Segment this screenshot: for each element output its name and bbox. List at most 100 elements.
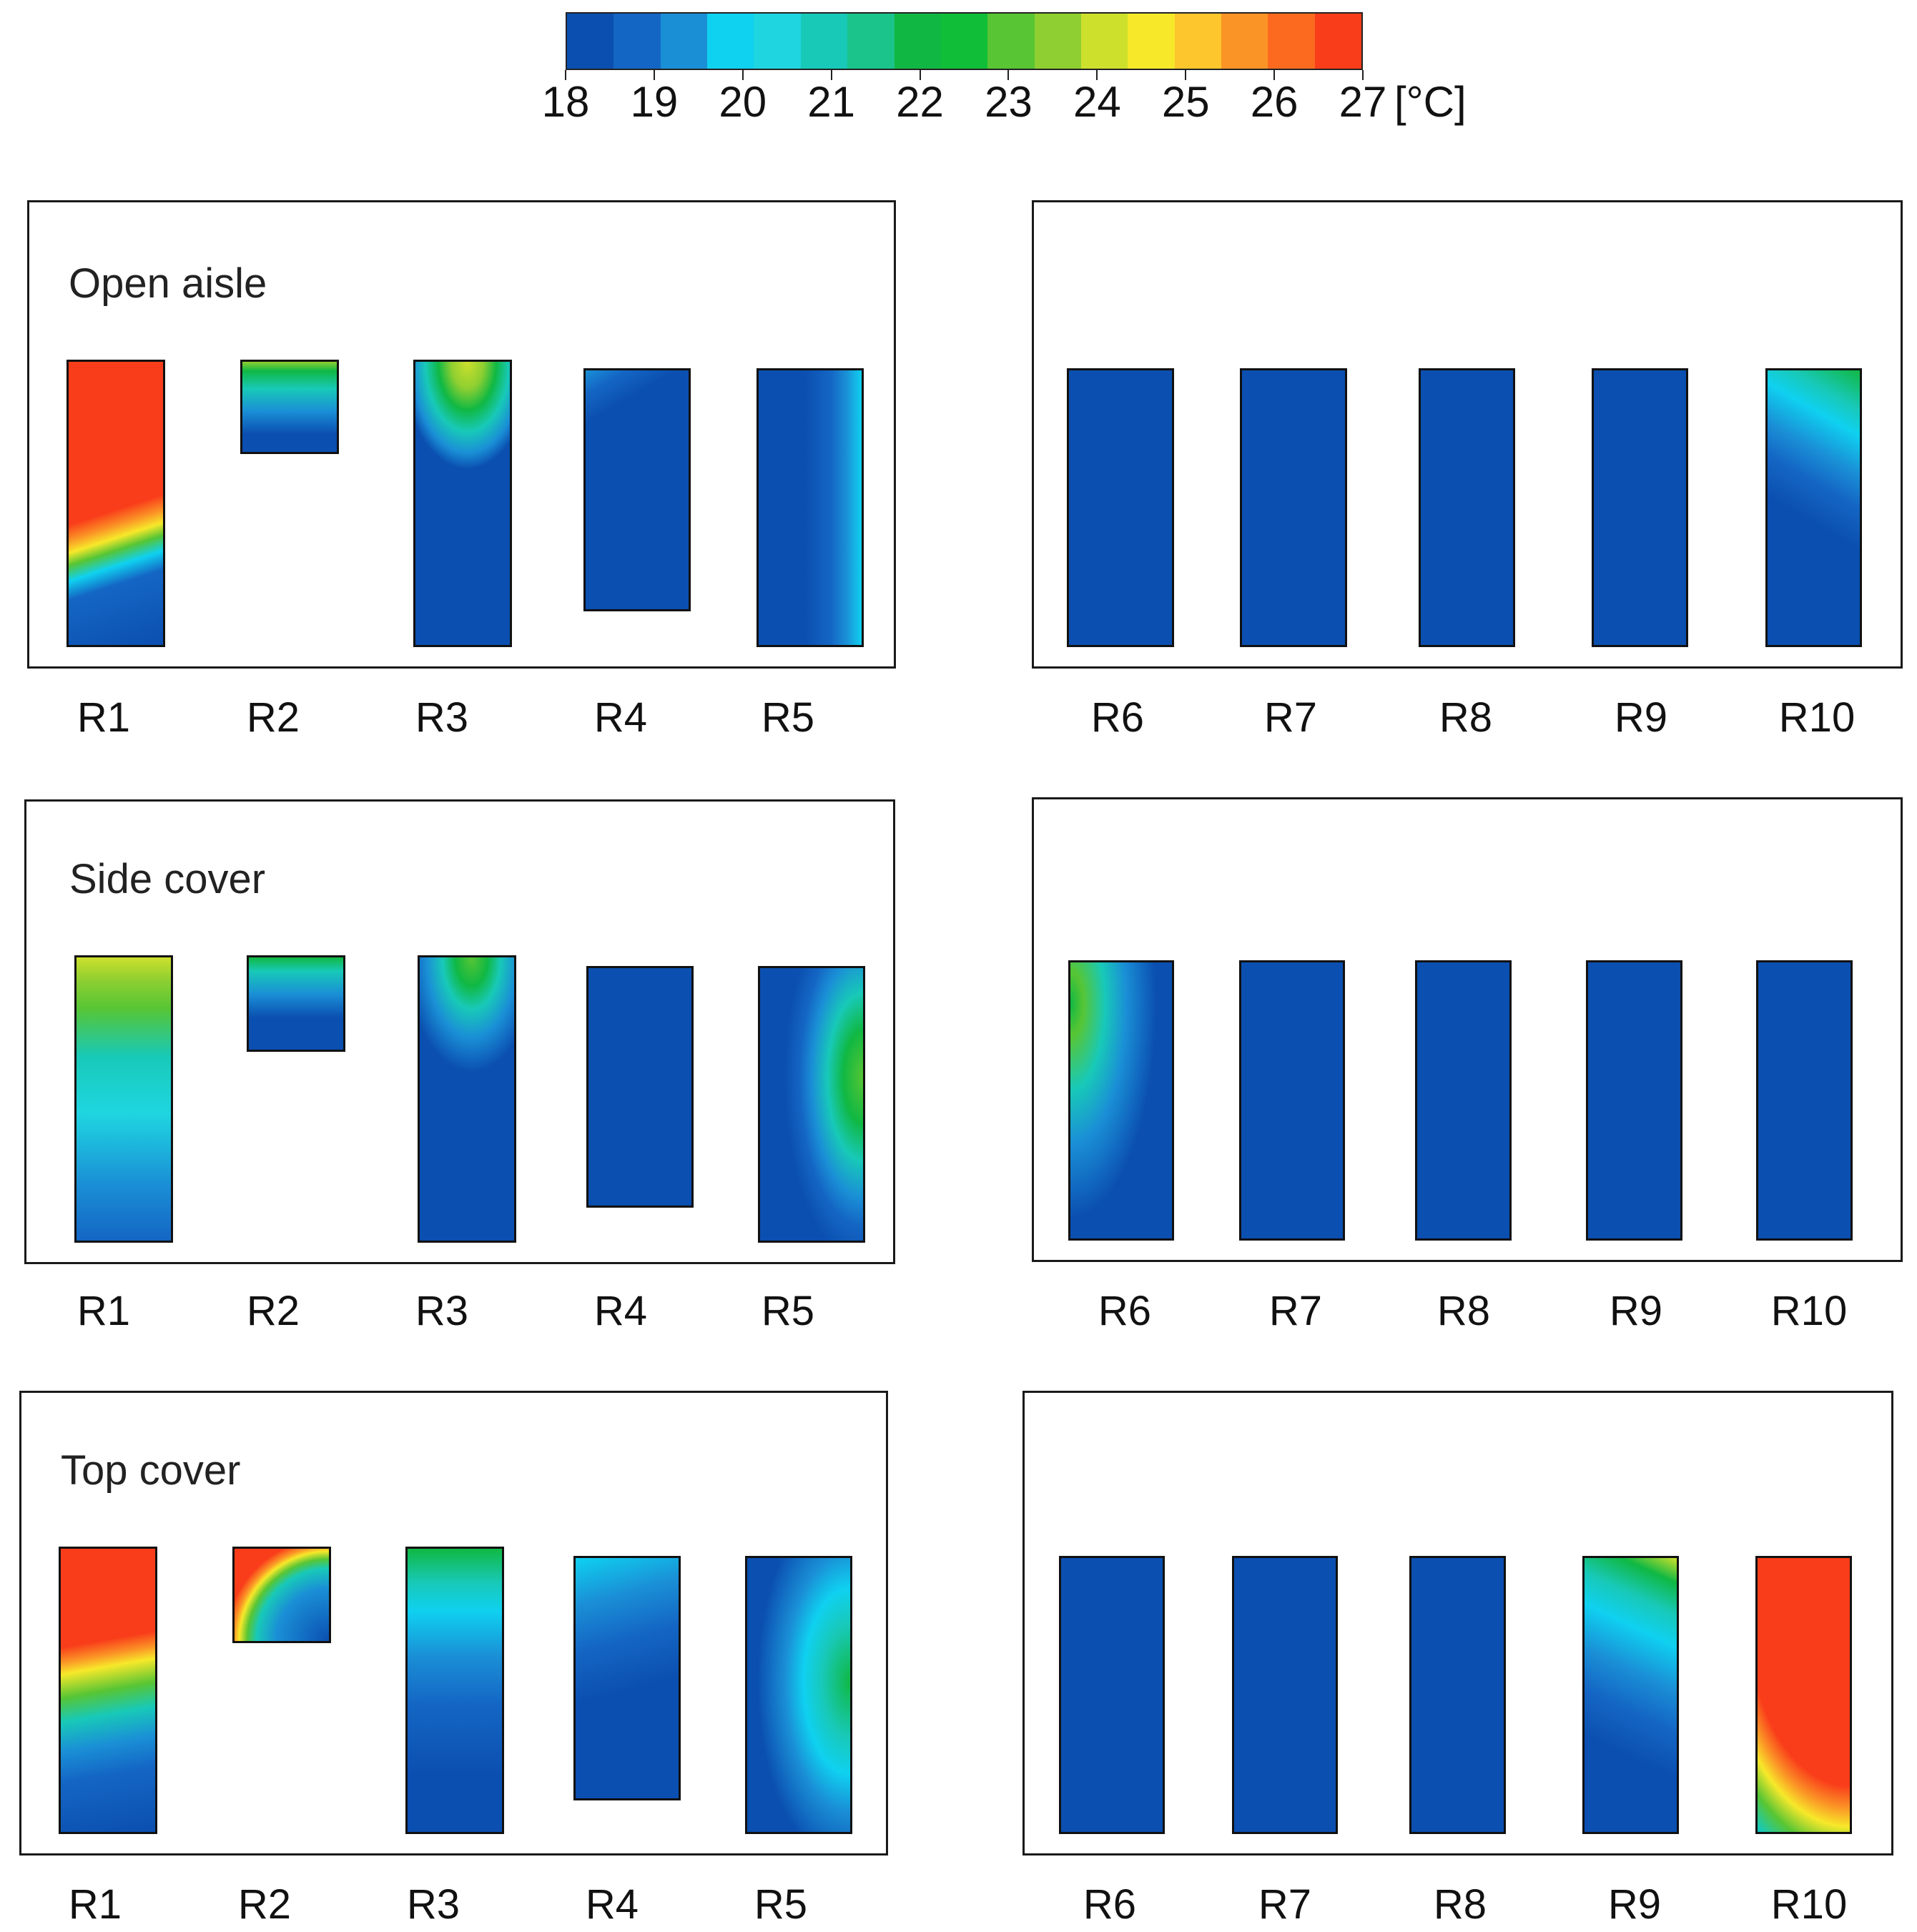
rack-r2 [240,360,339,454]
colorbar-tick-label: 25 [1161,78,1210,126]
colorbar-tick [1096,70,1098,80]
colorbar-segment [1221,14,1268,69]
rack-r3 [405,1547,504,1834]
colorbar-segment [1314,14,1362,69]
rack-label-r7: R7 [1258,1881,1312,1928]
panel-open-aisle-right [1032,200,1903,669]
panel-top-cover-right [1022,1391,1893,1855]
rack-r9 [1586,960,1682,1241]
rack-label-r3: R3 [415,694,469,741]
rack-r2 [247,955,345,1052]
rack-label-r5: R5 [761,694,815,741]
rack-label-r10: R10 [1770,1288,1848,1334]
colorbar-tick [741,70,744,80]
colorbar-segment [894,14,941,69]
rack-r1 [59,1547,157,1834]
colorbar-segment [613,14,661,69]
rack-r4 [583,368,691,611]
rack-r7 [1240,368,1347,647]
panel-top-cover-left: Top cover [19,1391,888,1855]
rack-label-r1: R1 [77,694,131,741]
colorbar-tick-label: 27 [1339,78,1387,126]
rack-label-r3: R3 [415,1288,469,1334]
rack-label-r10: R10 [1778,694,1856,741]
colorbar-tick [653,70,655,80]
rack-r8 [1419,368,1515,647]
colorbar-segment [987,14,1035,69]
panel-side-cover-right [1032,797,1903,1262]
rack-label-r4: R4 [593,694,648,741]
rack-label-r3: R3 [406,1881,460,1928]
colorbar-tick [1185,70,1187,80]
colorbar-segment [940,14,988,69]
colorbar-tick [565,70,566,80]
colorbar-tick [1362,70,1364,80]
rack-r7 [1232,1556,1338,1834]
colorbar-segment [1268,14,1315,69]
rack-r8 [1415,960,1512,1241]
colorbar-segment [567,14,614,69]
rack-label-r5: R5 [761,1288,815,1334]
rack-label-r8: R8 [1436,1288,1491,1334]
colorbar-segment [1080,14,1128,69]
rack-label-r9: R9 [1607,1881,1662,1928]
colorbar-tick-label: 20 [719,78,767,126]
rack-label-r9: R9 [1609,1288,1663,1334]
rack-r2 [232,1547,331,1643]
panel-side-cover-left: Side cover [24,799,895,1264]
rack-label-r2: R2 [246,1288,300,1334]
rack-r5 [745,1556,852,1834]
panel-title: Top cover [61,1447,241,1494]
rack-r9 [1592,368,1688,647]
rack-label-r7: R7 [1268,1288,1323,1334]
rack-r7 [1239,960,1345,1241]
rack-label-r4: R4 [585,1881,639,1928]
colorbar-segment [1174,14,1222,69]
rack-r6 [1067,368,1174,647]
rack-r10 [1755,1556,1852,1834]
rack-r4 [586,966,694,1208]
rack-label-r5: R5 [754,1881,808,1928]
rack-label-r2: R2 [246,694,300,741]
colorbar-tick-label: 26 [1250,78,1298,126]
colorbar-tick-label: 21 [807,78,856,126]
panel-title: Side cover [69,856,266,902]
colorbar-unit: [°C] [1394,78,1467,126]
colorbar-tick-label: 18 [541,78,590,126]
rack-label-r6: R6 [1083,1881,1137,1928]
panel-open-aisle-left: Open aisle [27,200,896,669]
rack-label-r7: R7 [1263,694,1318,741]
rack-label-r8: R8 [1439,694,1493,741]
rack-r1 [66,360,165,647]
colorbar-segment [1128,14,1175,69]
colorbar-tick [1273,70,1276,80]
rack-r1 [74,955,173,1243]
rack-r10 [1765,368,1862,647]
rack-label-r2: R2 [237,1881,292,1928]
rack-r9 [1582,1556,1679,1834]
colorbar-segment [1034,14,1081,69]
rack-r4 [573,1556,681,1800]
rack-r8 [1409,1556,1506,1834]
colorbar-segment [754,14,801,69]
rack-r3 [418,955,516,1243]
rack-r10 [1756,960,1853,1241]
colorbar-tick-label: 19 [630,78,679,126]
rack-r5 [757,368,864,647]
rack-r3 [413,360,512,647]
rack-label-r6: R6 [1098,1288,1152,1334]
colorbar-tick-label: 24 [1073,78,1121,126]
panel-title: Open aisle [69,260,267,307]
colorbar-tick [919,70,921,80]
colorbar-segment [707,14,754,69]
temperature-colorbar [566,12,1363,70]
colorbar-tick-label: 23 [985,78,1033,126]
colorbar-segment [660,14,708,69]
colorbar-tick-label: 22 [896,78,944,126]
rack-label-r9: R9 [1614,694,1668,741]
rack-label-r1: R1 [68,1881,122,1928]
rack-r6 [1059,1556,1165,1834]
rack-r6 [1068,960,1174,1241]
colorbar-segment [847,14,895,69]
colorbar-segment [800,14,848,69]
